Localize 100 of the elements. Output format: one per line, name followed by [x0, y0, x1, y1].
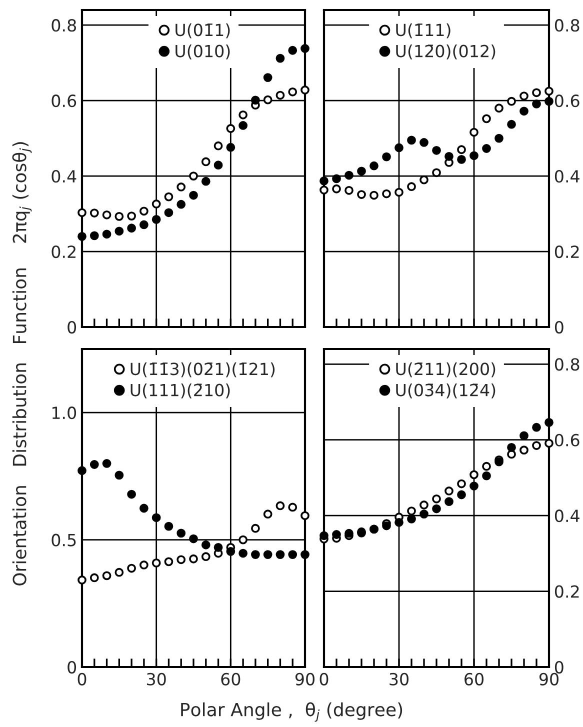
point	[344, 528, 354, 538]
y-tick-label: 0.2	[554, 245, 579, 258]
point	[176, 200, 186, 209]
point	[214, 160, 223, 170]
point	[520, 446, 528, 455]
y-tick-label: 0.4	[554, 510, 580, 522]
y-tick-label: 1.0	[52, 406, 76, 420]
point	[251, 524, 260, 533]
x-tick-label: 90	[539, 672, 558, 686]
legend-label: U(03̄4)(12̄4)	[396, 383, 496, 398]
point	[370, 161, 378, 170]
point	[420, 500, 428, 510]
point	[238, 110, 248, 120]
point	[407, 136, 416, 145]
point	[189, 172, 198, 180]
point	[532, 88, 541, 98]
point	[470, 482, 478, 490]
point	[507, 442, 516, 452]
y-tick-label: 0.8	[52, 19, 76, 32]
point	[251, 550, 260, 559]
point	[482, 144, 491, 153]
y-tick-label: 0.2	[554, 585, 579, 598]
point	[263, 73, 272, 82]
point	[482, 114, 491, 124]
point	[78, 208, 86, 218]
point	[457, 154, 466, 164]
point	[78, 466, 86, 476]
legend-label: U(111)(2̄10)	[130, 383, 230, 398]
point	[114, 470, 124, 480]
point	[164, 522, 174, 531]
point	[127, 212, 136, 220]
point	[140, 206, 148, 216]
point	[457, 490, 466, 500]
point	[444, 152, 454, 161]
point	[470, 128, 478, 137]
y-tick-label: 0.2	[52, 245, 76, 258]
point	[164, 208, 174, 218]
point	[370, 190, 378, 200]
y-tick-label: 0.6	[52, 94, 76, 108]
point	[152, 215, 161, 224]
point	[494, 104, 504, 113]
point	[140, 560, 148, 570]
y-tick-label: 0.8	[554, 19, 580, 32]
point	[482, 462, 491, 471]
legend-label: U(010)	[176, 44, 230, 60]
point	[201, 540, 210, 550]
point	[152, 200, 161, 208]
point	[300, 86, 310, 94]
point	[214, 542, 223, 552]
point	[238, 121, 248, 130]
point	[288, 46, 298, 55]
point	[102, 230, 112, 239]
point	[320, 531, 328, 540]
point	[344, 170, 354, 180]
point	[226, 124, 236, 133]
point	[78, 232, 86, 241]
point	[357, 190, 366, 199]
point	[544, 438, 554, 448]
point	[102, 571, 112, 580]
point	[394, 143, 404, 152]
point	[226, 142, 236, 152]
point	[288, 550, 298, 559]
x-axis-title: Polar Angle , θ$_{j}$ (degree)	[181, 702, 402, 722]
legend-label: U(1̄11)	[396, 23, 450, 38]
point	[164, 557, 174, 566]
point	[420, 138, 428, 147]
y-tick-label: 0.6	[554, 434, 580, 446]
point	[332, 184, 341, 194]
point	[152, 513, 161, 522]
point	[494, 134, 504, 143]
legend-label: U(01̄1)	[176, 23, 230, 38]
point	[544, 86, 554, 96]
point	[300, 550, 310, 559]
x-tick-label: 0	[78, 672, 86, 686]
y-tick-label: 0	[554, 320, 564, 334]
point	[189, 554, 198, 564]
point	[382, 521, 391, 530]
point	[532, 441, 541, 450]
point	[407, 506, 416, 516]
point	[201, 176, 210, 186]
point	[520, 92, 528, 100]
y-tick-label: 0	[68, 660, 76, 674]
point	[544, 96, 554, 106]
point	[176, 528, 186, 538]
y-tick-label: 0.5	[52, 534, 76, 546]
point	[102, 210, 112, 220]
point	[288, 87, 298, 96]
point	[114, 212, 124, 221]
point	[320, 186, 328, 194]
point	[90, 460, 99, 469]
x-tick-label: 60	[221, 672, 240, 686]
point	[470, 151, 478, 160]
point	[214, 141, 223, 150]
point	[189, 534, 198, 544]
point	[300, 44, 310, 53]
point	[432, 504, 441, 514]
point	[407, 182, 416, 192]
point	[263, 95, 272, 104]
y-tick-label: 0.6	[554, 94, 580, 108]
point	[152, 558, 161, 568]
